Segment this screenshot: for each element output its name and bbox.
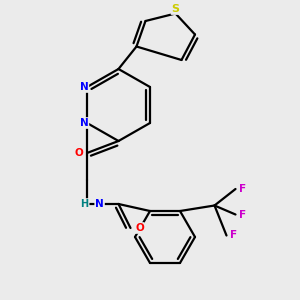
Text: H: H bbox=[80, 199, 89, 209]
Text: F: F bbox=[238, 184, 246, 194]
Text: S: S bbox=[172, 4, 179, 14]
Text: N: N bbox=[95, 199, 104, 209]
Text: O: O bbox=[135, 223, 144, 233]
Text: F: F bbox=[230, 230, 237, 241]
Text: N: N bbox=[80, 118, 88, 128]
Text: N: N bbox=[80, 82, 88, 92]
Text: F: F bbox=[238, 209, 246, 220]
Text: O: O bbox=[74, 148, 83, 158]
